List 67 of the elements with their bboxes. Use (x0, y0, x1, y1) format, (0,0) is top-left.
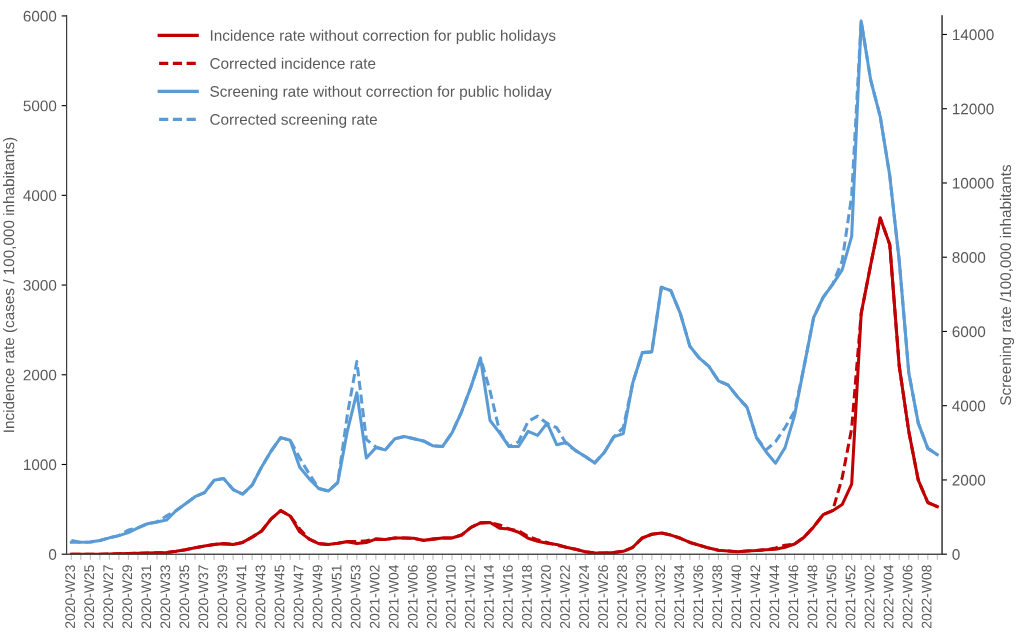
x-tick-label: 2021-W36 (693, 565, 704, 628)
x-tick-label: 2021-W30 (636, 565, 647, 628)
x-tick-label: 2021-W20 (541, 565, 551, 628)
x-tick-label: 2021-W32 (655, 565, 666, 628)
x-tick-label: 2020-W33 (160, 565, 171, 628)
x-tick-label: 2020-W39 (217, 565, 228, 628)
x-tick-label: 2021-W16 (502, 565, 513, 628)
x-tick-label: 2020-W29 (122, 565, 133, 628)
x-tick-label: 2020-W51 (331, 565, 342, 628)
y2-tick-label: 12000 (952, 103, 994, 115)
x-tick-label: 2021-W52 (845, 565, 856, 628)
x-tick-label: 2021-W14 (483, 565, 494, 628)
x-tick-label: 2021-W08 (426, 565, 437, 628)
x-tick-label: 2020-W43 (255, 565, 266, 628)
y2-axis-title: Screening rate /100,000 inhabitants (999, 164, 1015, 405)
y2-tick-label: 4000 (952, 400, 986, 412)
x-tick-label: 2021-W40 (731, 565, 742, 628)
y-tick-label: 5000 (23, 100, 57, 112)
x-tick-label: 2020-W45 (274, 565, 285, 628)
legend-label: Incidence rate without correction for public holidays (210, 29, 556, 44)
legend-label: Corrected screening rate (210, 113, 377, 128)
x-tick-label: 2021-W10 (445, 565, 456, 628)
x-tick-label: 2020-W49 (312, 565, 323, 628)
y-tick-label: 3000 (23, 279, 57, 291)
x-tick-label: 2021-W06 (407, 565, 418, 628)
y2-tick-label: 8000 (952, 252, 986, 263)
x-tick-label: 2020-W35 (179, 565, 190, 628)
y-tick-label: 6000 (23, 10, 57, 22)
x-tick-label: 2020-W37 (198, 565, 209, 628)
x-tick-label: 2021-W02 (369, 565, 380, 628)
y-tick-label: 2000 (23, 369, 57, 381)
y-tick-label: 0 (48, 549, 57, 560)
x-tick-label: 2021-W50 (826, 565, 837, 628)
y2-tick-label: 14000 (952, 29, 994, 41)
x-tick-label: 2021-W04 (388, 565, 399, 628)
x-tick-label: 2021-W22 (560, 565, 570, 628)
x-tick-label: 2020-W27 (103, 565, 114, 628)
x-tick-label: 2021-W48 (807, 565, 818, 628)
x-tick-label: 2021-W44 (769, 565, 780, 628)
x-tick-label: 2021-W18 (522, 565, 532, 628)
x-tick-label: 2021-W38 (712, 565, 723, 628)
y-tick-label: 1000 (24, 459, 57, 471)
y-tick-label: 4000 (23, 190, 57, 202)
x-tick-label: 2022-W08 (921, 565, 932, 628)
x-tick-label: 2021-W26 (598, 565, 608, 628)
x-tick-label: 2021-W12 (464, 565, 475, 628)
x-tick-label: 2020-W25 (84, 565, 95, 628)
x-tick-label: 2022-W02 (864, 565, 875, 628)
x-tick-label: 2021-W34 (674, 565, 685, 628)
x-tick-label: 2021-W24 (579, 565, 589, 628)
x-tick-label: 2020-W53 (350, 565, 361, 628)
y-axis-title: Incidence rate (cases / 100,000 inhabitants) (3, 137, 18, 432)
x-tick-label: 2022-W06 (902, 565, 913, 628)
x-tick-label: 2020-W23 (65, 565, 76, 628)
legend-label: Screening rate without correction for public holiday (210, 85, 552, 100)
x-tick-label: 2020-W31 (141, 565, 152, 628)
legend-label: Corrected incidence rate (210, 57, 376, 69)
x-tick-label: 2020-W47 (293, 565, 304, 628)
x-tick-label: 2022-W04 (883, 565, 894, 628)
x-tick-label: 2021-W42 (750, 565, 761, 628)
x-tick-label: 2021-W28 (617, 565, 627, 628)
x-tick-label: 2020-W41 (236, 565, 247, 628)
y2-tick-label: 6000 (952, 326, 986, 338)
y2-tick-label: 2000 (952, 474, 986, 486)
x-tick-label: 2021-W46 (788, 565, 799, 628)
y2-tick-label: 0 (952, 549, 960, 560)
y2-tick-label: 10000 (952, 177, 994, 189)
